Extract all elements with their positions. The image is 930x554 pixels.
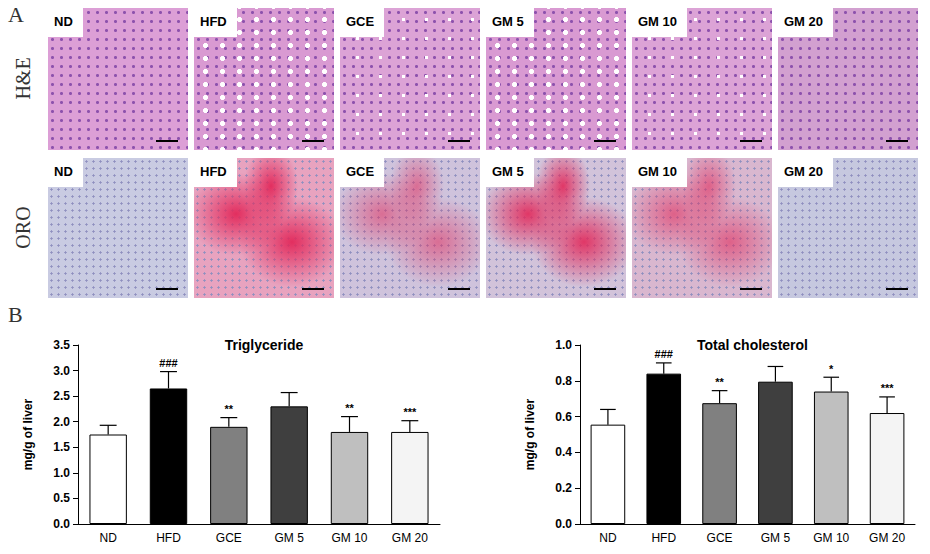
html-text:GM 10: GM 10 xyxy=(638,164,677,179)
svg-text:*: * xyxy=(829,363,834,375)
svg-text:0.4: 0.4 xyxy=(555,445,572,459)
html-text:GCE: GCE xyxy=(346,164,375,179)
svg-text:###: ### xyxy=(159,357,177,369)
svg-text:***: *** xyxy=(881,382,895,394)
svg-text:0.8: 0.8 xyxy=(555,374,572,388)
svg-text:GM 10: GM 10 xyxy=(813,531,849,545)
svg-text:2.5: 2.5 xyxy=(53,389,70,403)
html-text:B: B xyxy=(8,302,23,327)
html-text:H&E: H&E xyxy=(11,57,34,100)
svg-text:0.2: 0.2 xyxy=(555,481,572,495)
svg-text:2.0: 2.0 xyxy=(53,415,70,429)
svg-text:GM 20: GM 20 xyxy=(392,531,428,545)
svg-text:0.0: 0.0 xyxy=(555,517,572,531)
svg-text:3.0: 3.0 xyxy=(53,364,70,378)
svg-text:ND: ND xyxy=(599,531,617,545)
html-text:GM 10: GM 10 xyxy=(638,14,677,29)
html-text:GM 5: GM 5 xyxy=(492,14,524,29)
svg-text:HFD: HFD xyxy=(651,531,676,545)
svg-text:**: ** xyxy=(345,402,354,414)
svg-text:1.0: 1.0 xyxy=(53,466,70,480)
svg-text:0.0: 0.0 xyxy=(53,517,70,531)
html-text:HFD: HFD xyxy=(200,164,227,179)
svg-text:GCE: GCE xyxy=(216,531,242,545)
svg-text:GM 5: GM 5 xyxy=(274,531,304,545)
html-text:ND: ND xyxy=(54,14,73,29)
html-text:GCE: GCE xyxy=(346,14,375,29)
svg-text:Total cholesterol: Total cholesterol xyxy=(697,337,808,353)
svg-text:***: *** xyxy=(403,406,417,418)
html-text:GM 5: GM 5 xyxy=(492,164,524,179)
svg-text:GM 20: GM 20 xyxy=(869,531,905,545)
svg-text:###: ### xyxy=(655,348,673,360)
html-text:ND: ND xyxy=(54,164,73,179)
html-text:HFD: HFD xyxy=(200,14,227,29)
html-text:GM 20: GM 20 xyxy=(784,164,823,179)
svg-text:mg/g of liver: mg/g of liver xyxy=(21,398,35,470)
svg-text:GM 5: GM 5 xyxy=(761,531,791,545)
svg-text:Triglyceride: Triglyceride xyxy=(225,337,304,353)
svg-text:0.5: 0.5 xyxy=(53,491,70,505)
html-text:A: A xyxy=(8,2,24,27)
svg-text:**: ** xyxy=(715,376,724,388)
svg-text:**: ** xyxy=(225,403,234,415)
svg-text:1.0: 1.0 xyxy=(555,338,572,352)
svg-text:GM 10: GM 10 xyxy=(331,531,367,545)
svg-text:ND: ND xyxy=(99,531,117,545)
html-text:GM 20: GM 20 xyxy=(784,14,823,29)
svg-text:GCE: GCE xyxy=(707,531,733,545)
svg-text:0.6: 0.6 xyxy=(555,410,572,424)
svg-text:1.5: 1.5 xyxy=(53,440,70,454)
svg-text:3.5: 3.5 xyxy=(53,338,70,352)
html-text:ORO: ORO xyxy=(11,206,34,249)
svg-text:mg/g of liver: mg/g of liver xyxy=(523,398,537,470)
svg-text:HFD: HFD xyxy=(156,531,181,545)
